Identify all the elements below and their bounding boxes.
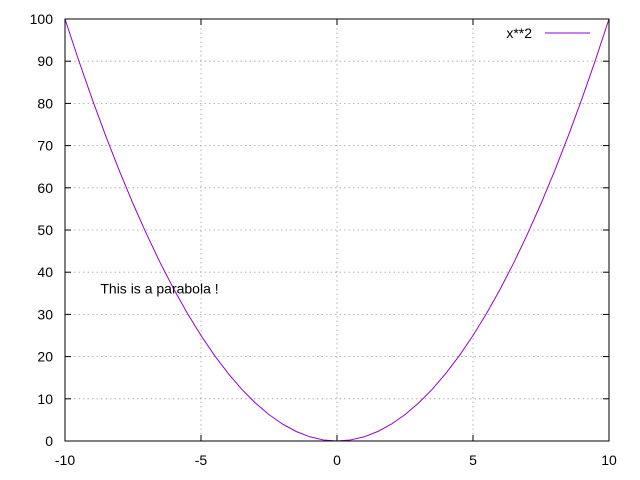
x-tick-label: 0 [333,452,341,468]
annotation-text: This is a parabola ! [100,280,218,296]
y-tick-label: 0 [45,433,53,449]
legend-label: x**2 [506,25,532,41]
y-tick-label: 70 [37,138,53,154]
y-tick-label: 90 [37,53,53,69]
x-tick-label: 10 [601,452,617,468]
grid [65,19,609,441]
y-tick-label: 40 [37,264,53,280]
y-tick-label: 10 [37,391,53,407]
y-tick-label: 100 [30,11,54,27]
y-tick-label: 60 [37,180,53,196]
y-tick-label: 20 [37,349,53,365]
x-tick-label: 5 [469,452,477,468]
annotations: This is a parabola ! [100,280,218,296]
y-tick-label: 30 [37,306,53,322]
y-tick-label: 50 [37,222,53,238]
x-tick-label: -5 [195,452,208,468]
x-tick-label: -10 [55,452,75,468]
legend: x**2 [506,25,590,41]
y-tick-label: 80 [37,95,53,111]
